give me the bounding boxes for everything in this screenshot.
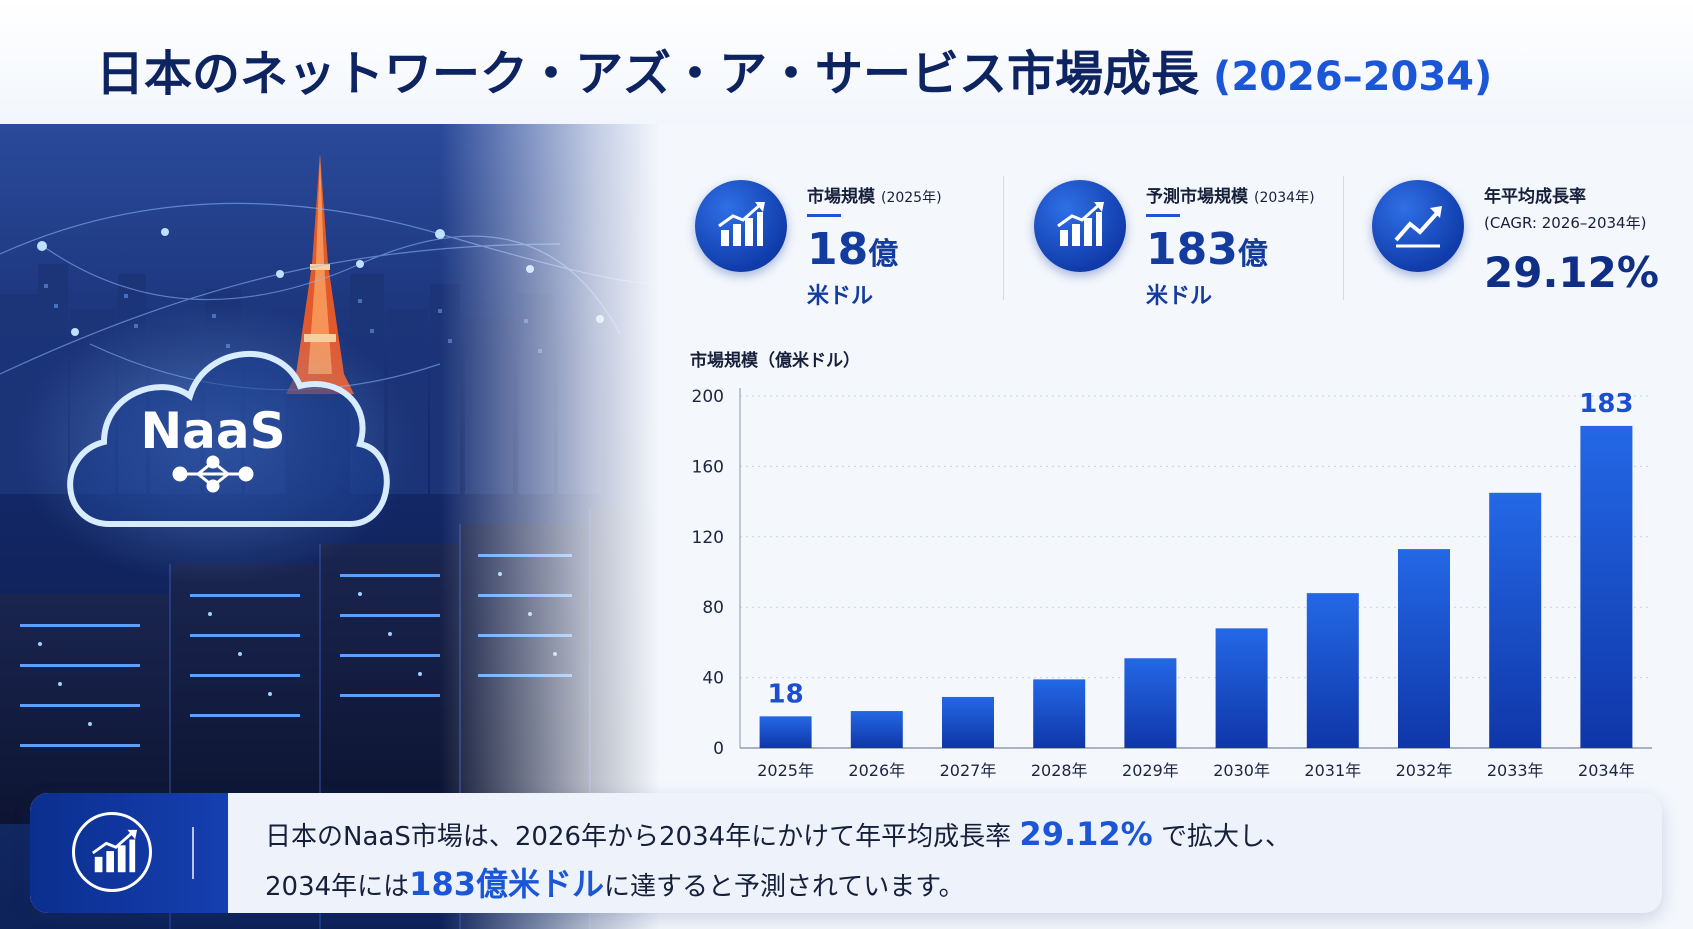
kpi-unit: 米ドル: [1146, 284, 1213, 309]
bar-growth-icon: [1034, 180, 1126, 272]
x-tick-label: 2025年: [757, 761, 814, 780]
x-tick-label: 2029年: [1122, 761, 1179, 780]
kpi-sublabel: (CAGR: 2026–2034年): [1484, 214, 1647, 232]
page-title: 日本のネットワーク・アズ・ア・サービス市場成長 (2026–2034): [96, 34, 1492, 104]
kpi-divider: [1343, 176, 1344, 300]
market-size-bar-chart: 0 40 80 120 160 200 2025年 2026年 2027年 2028年 2029年 2…: [692, 387, 1652, 780]
bar-2029年: [1124, 658, 1177, 748]
x-tick-label: 2030年: [1213, 761, 1270, 780]
bar-2028年: [1033, 679, 1086, 748]
kpi-rule: [1146, 214, 1180, 217]
kpi-label: 市場規模 (2025年): [807, 187, 942, 207]
cloud-icon: [15, 304, 415, 584]
y-tick-label: 160: [692, 457, 724, 477]
data-label: 183: [1579, 389, 1633, 419]
x-tick-label: 2033年: [1487, 761, 1544, 780]
bar-2033年: [1489, 492, 1542, 748]
summary-line-1: 日本のNaaS市場は、2026年から2034年にかけて年平均成長率 29.12%…: [265, 815, 1291, 853]
bar-2027年: [942, 696, 994, 748]
kpi-value: 18億: [807, 224, 899, 275]
network-nodes-icon: [172, 455, 254, 493]
naas-badge: NaaS: [140, 402, 285, 460]
kpi-forecast-2034: 予測市場規模 (2034年) 183億 米ドル: [1034, 168, 1334, 309]
title-bar: 日本のネットワーク・アズ・ア・サービス市場成長 (2026–2034): [0, 0, 1693, 124]
kpi-cagr: 年平均成長率 (CAGR: 2026–2034年) 29.12%: [1372, 168, 1672, 308]
summary-line-2: 2034年には183億米ドルに達すると予測されています。: [265, 865, 965, 903]
kpi-rule: [807, 214, 841, 217]
title-period: (2026–2034): [1213, 54, 1493, 100]
y-tick-label: 40: [702, 669, 724, 689]
bar-2030年: [1215, 628, 1268, 748]
bar-2034年: [1580, 425, 1633, 748]
title-main: 日本のネットワーク・アズ・ア・サービス市場成長: [96, 46, 1200, 102]
summary-banner: 日本のNaaS市場は、2026年から2034年にかけて年平均成長率 29.12%…: [30, 793, 1662, 913]
y-tick-label: 0: [713, 739, 724, 759]
x-tick-label: 2034年: [1578, 761, 1635, 780]
kpi-value: 183億: [1146, 224, 1268, 275]
kpi-market-size-2025: 市場規模 (2025年) 18億 米ドル: [695, 168, 985, 309]
bar-2031年: [1306, 593, 1359, 748]
summary-icon-block: [30, 793, 228, 913]
x-tick-label: 2028年: [1031, 761, 1088, 780]
divider: [192, 827, 194, 879]
kpi-label: 年平均成長率: [1484, 187, 1586, 207]
trend-up-icon: [1372, 180, 1464, 272]
data-label: 18: [768, 679, 804, 709]
x-tick-label: 2031年: [1304, 761, 1361, 780]
bar-growth-icon: [695, 180, 787, 272]
chart-y-axis-title: 市場規模（億米ドル）: [690, 351, 860, 371]
x-tick-label: 2027年: [940, 761, 997, 780]
kpi-value: 29.12%: [1484, 248, 1659, 297]
bar-2025年: [759, 716, 812, 748]
bar-2026年: [850, 711, 903, 748]
kpi-unit: 米ドル: [807, 284, 874, 309]
kpi-divider: [1003, 176, 1004, 300]
y-tick-label: 120: [692, 528, 724, 548]
y-tick-label: 200: [692, 387, 724, 407]
bar-2032年: [1398, 549, 1450, 748]
x-tick-label: 2032年: [1396, 761, 1453, 780]
kpi-label: 予測市場規模 (2034年): [1146, 187, 1315, 207]
x-tick-label: 2026年: [848, 761, 905, 780]
y-tick-label: 80: [702, 598, 724, 618]
bar-growth-icon: [72, 812, 152, 892]
